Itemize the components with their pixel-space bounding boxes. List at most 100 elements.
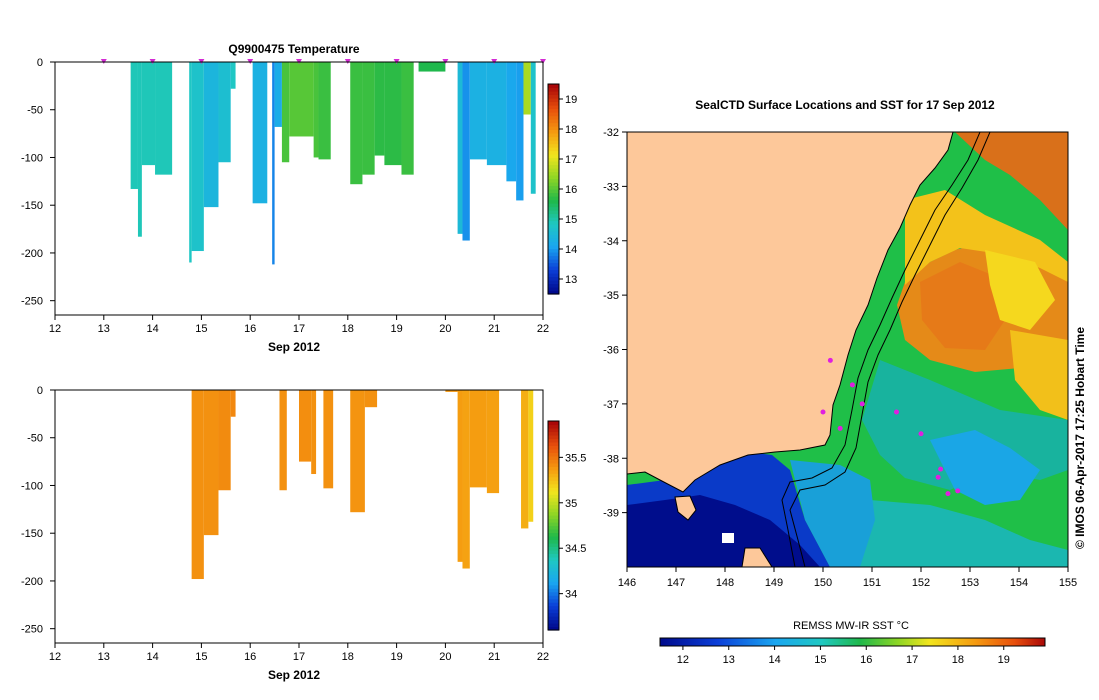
p2-colorbar-band-48 [548,459,559,464]
p2-colorbar-band-2 [548,619,559,624]
p2-colorbar-band-9 [548,595,559,600]
p1-colorbar-band-12 [548,248,559,253]
p1-colorbar-tick-label-5: 18 [565,124,577,136]
salinity-section-panel: 12 13 14 15 16 17 18 19 20 21 22 0 -50 -100 -150 -200 -… [21,385,586,682]
station-0 [827,357,833,363]
p1-colorbar-band-31 [548,182,559,187]
salinity-x-label: Sep 2012 [268,668,320,682]
sst-colorbar-tick-label-5: 17 [906,654,918,666]
map-y-tick-label-1: -33 [603,181,619,193]
sst-yellow-patch-east [1010,330,1068,420]
sst-yellow-patch [985,250,1055,330]
p2-colorbar-band-7 [548,602,559,607]
p1-x-tick-label-9: 21 [488,323,500,335]
p1-profile-16 [350,62,363,185]
p1-profile-14 [313,62,319,158]
isobath-shallow [781,132,981,567]
map-y-tick-label-5: -37 [603,399,619,411]
p1-colorbar-band-42 [548,143,559,148]
p2-x-tick-label-0: 12 [49,651,61,663]
p2-colorbar-band-44 [548,473,559,478]
map-x-tick-label-2: 148 [716,577,734,589]
salinity-y-ticks: 0 -50 -100 -150 -200 -250 [21,385,55,636]
p2-profile-13 [469,390,487,488]
p1-colorbar-band-53 [548,105,559,110]
isobath-deep [789,132,991,567]
p2-colorbar-band-10 [548,591,559,596]
temperature-y-ticks: 0 -50 -100 -150 -200 -250 [21,57,55,308]
p2-colorbar-band-42 [548,480,559,485]
sst-colorbar-ticks: 12 13 14 15 16 17 18 19 [677,646,1010,666]
p1-colorbar-band-6 [548,269,559,274]
map-x-tick-label-1: 147 [667,577,685,589]
p2-colorbar-band-39 [548,490,559,495]
p2-profile-11 [457,390,463,562]
p2-colorbar-band-29 [548,525,559,530]
p1-colorbar-band-50 [548,115,559,120]
map-x-tick-label-5: 151 [863,577,881,589]
p2-colorbar-band-28 [548,528,559,534]
p2-y-tick-label-3: -150 [21,528,43,540]
station-5 [894,409,899,415]
p1-colorbar-band-32 [548,178,559,183]
p2-colorbar-band-54 [548,438,559,443]
p2-y-tick-label-5: -250 [21,624,43,636]
p2-colorbar-band-27 [548,532,559,537]
p2-colorbar-band-35 [548,504,559,509]
temperature-x-label: Sep 2012 [268,340,320,354]
p2-colorbar-band-50 [548,452,559,457]
p2-profile-0 [191,390,204,580]
sst-colorbar [659,637,1046,647]
p1-y-tick-label-0: 0 [37,57,43,69]
map-x-tick-label-0: 146 [618,577,636,589]
p1-profile-0 [130,62,138,189]
p2-profile-15 [521,390,529,529]
p1-y-tick-label-3: -150 [21,200,43,212]
p2-profile-7 [323,390,334,489]
p1-y-tick-label-1: -50 [27,105,43,117]
p1-y-tick-label-5: -250 [21,296,43,308]
p2-x-tick-label-1: 13 [98,651,110,663]
p1-colorbar-tick-label-4: 17 [565,154,577,166]
p1-colorbar-band-18 [548,227,559,232]
p2-colorbar-tick-label-3: 35.5 [565,452,586,464]
p2-colorbar-band-19 [548,560,559,565]
p1-profile-18 [374,62,385,156]
p1-profile-24 [469,62,487,160]
p2-colorbar-band-6 [548,605,559,610]
p1-profile-20 [401,62,414,175]
p1-profile-29 [530,62,536,194]
p1-x-tick-label-6: 18 [342,323,354,335]
p1-x-tick-label-5: 17 [293,323,305,335]
p1-profile-17 [362,62,375,175]
p2-profile-1 [203,390,219,536]
p1-colorbar-band-59 [548,84,559,89]
p2-x-tick-label-7: 19 [390,651,402,663]
p2-colorbar-band-34 [548,508,559,513]
p1-colorbar-band-44 [548,136,559,141]
p1-profile-6 [203,62,219,208]
p2-x-tick-label-4: 16 [244,651,256,663]
station-9 [945,491,951,497]
p1-colorbar-band-34 [548,171,559,176]
p1-profile-26 [506,62,517,182]
p1-x-tick-label-7: 19 [390,323,402,335]
p2-colorbar-band-22 [548,549,559,554]
p2-x-tick-label-9: 21 [488,651,500,663]
temperature-title: Q9900475 Temperature [228,42,360,56]
p1-colorbar-band-15 [548,238,559,243]
p1-colorbar-band-56 [548,94,559,99]
p2-colorbar-band-49 [548,455,559,460]
land-island [674,495,697,521]
p1-colorbar-band-54 [548,101,559,106]
map-x-tick-label-9: 155 [1059,577,1077,589]
map-y-tick-label-4: -36 [603,345,619,357]
imos-credit: © IMOS 06-Apr-2017 17:25 Hobart Time [1073,327,1087,549]
p1-colorbar-band-55 [548,98,559,103]
p1-x-tick-label-1: 13 [98,323,110,335]
p2-profile-9 [364,390,378,408]
p1-colorbar-band-7 [548,266,559,271]
p2-colorbar-band-31 [548,518,559,523]
p1-colorbar-band-2 [548,283,559,288]
